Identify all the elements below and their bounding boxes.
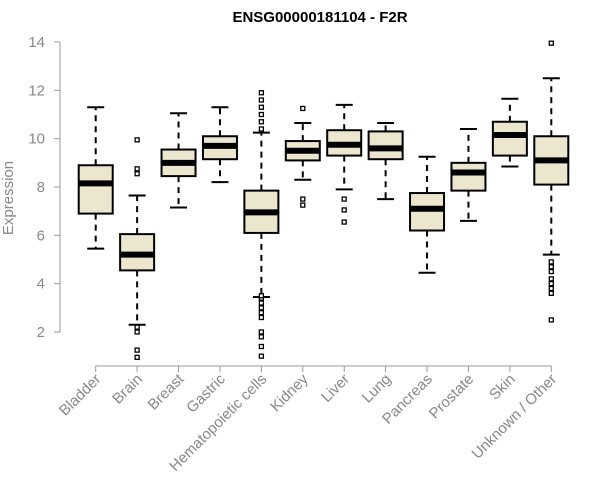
outlier-point <box>134 166 140 172</box>
x-tick-label: Skin <box>486 371 519 404</box>
chart-title: ENSG00000181104 - F2R <box>232 9 407 26</box>
outlier-point <box>258 353 265 359</box>
outlier-point <box>258 343 265 350</box>
outlier-point <box>134 347 140 353</box>
x-tick-label: Lung <box>359 371 395 407</box>
outlier-point <box>258 310 265 316</box>
outlier-point <box>258 314 265 321</box>
x-tick-label: Prostate <box>426 371 478 423</box>
outlier-point <box>258 334 265 340</box>
box-group <box>243 90 280 359</box>
iqr-box <box>367 130 404 161</box>
outlier-point <box>341 207 347 213</box>
outlier-point <box>134 354 140 361</box>
outlier-point <box>258 111 265 118</box>
outlier-point <box>258 126 265 132</box>
outlier-point <box>548 40 554 46</box>
y-tick-label: 6 <box>37 227 45 244</box>
box-group <box>284 105 321 208</box>
box-group <box>201 106 238 184</box>
y-tick-label: 14 <box>28 34 45 51</box>
y-tick-label: 12 <box>28 82 45 99</box>
boxes-layer <box>77 40 570 361</box>
outlier-point <box>548 259 554 265</box>
outlier-point <box>548 281 554 287</box>
outlier-point <box>258 329 265 335</box>
y-tick-label: 8 <box>37 179 45 196</box>
outlier-point <box>548 317 554 323</box>
outlier-point <box>300 196 306 202</box>
x-tick-label: Liver <box>318 371 353 406</box>
outlier-point <box>300 202 306 208</box>
x-tick-label: Kidney <box>267 370 312 415</box>
y-tick-label: 10 <box>28 131 45 148</box>
outlier-point <box>258 104 265 110</box>
iqr-box <box>77 164 114 215</box>
iqr-box <box>450 161 487 192</box>
x-tick-label: Breast <box>145 370 188 413</box>
outlier-point <box>134 137 140 143</box>
outlier-point <box>548 290 554 296</box>
y-tick-label: 4 <box>37 276 45 293</box>
box-group <box>367 121 404 201</box>
box-group <box>409 155 446 274</box>
outlier-point <box>134 171 140 177</box>
box-group <box>119 137 156 361</box>
outlier-point <box>258 97 265 103</box>
box-group <box>491 97 528 168</box>
outlier-point <box>258 90 265 96</box>
outlier-point <box>134 324 140 330</box>
box-group <box>77 106 114 250</box>
iqr-box <box>409 192 446 232</box>
outlier-point <box>258 119 265 125</box>
box-group <box>450 128 487 222</box>
box-group <box>160 112 197 209</box>
x-tick-label: Brain <box>109 371 146 408</box>
outlier-point <box>300 105 306 112</box>
box-group <box>533 40 570 323</box>
outlier-point <box>341 196 347 202</box>
outlier-point <box>258 305 265 311</box>
y-axis: 2 4 6 8 10 12 14 <box>28 34 61 341</box>
outlier-point <box>548 285 554 292</box>
y-axis-label: Expression <box>0 161 17 235</box>
outlier-point <box>548 268 554 275</box>
outlier-point <box>548 276 554 282</box>
outlier-point <box>341 219 347 225</box>
y-tick-label: 2 <box>37 324 45 341</box>
outlier-point <box>548 264 554 270</box>
box-group <box>326 103 363 225</box>
outlier-point <box>258 300 265 306</box>
iqr-box <box>491 120 528 157</box>
x-tick-label: Bladder <box>56 371 105 420</box>
outlier-point <box>258 293 265 299</box>
outlier-point <box>134 329 140 335</box>
